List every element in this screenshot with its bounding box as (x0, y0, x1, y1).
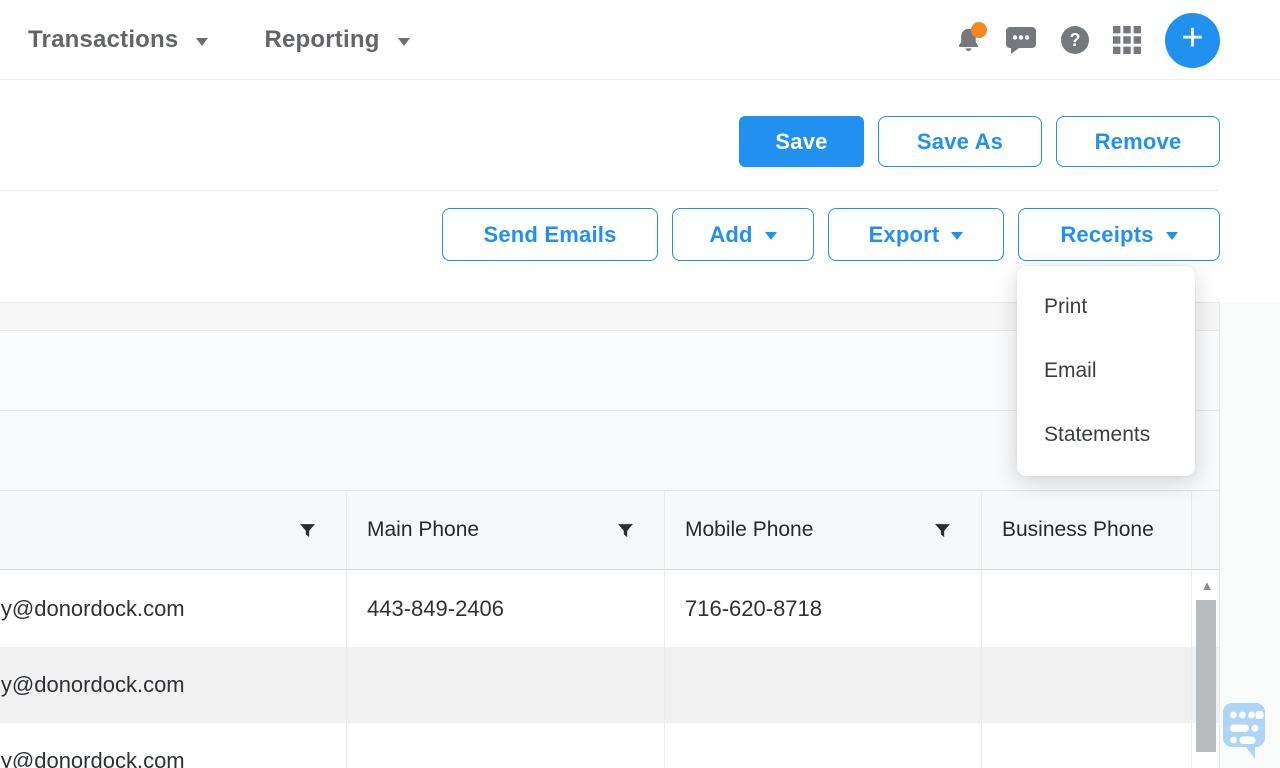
cell-business-phone (982, 647, 1192, 723)
add-button[interactable]: Add (672, 208, 814, 261)
menu-item-email[interactable]: Email (1044, 359, 1097, 382)
column-header-business-phone[interactable]: Business Phone (982, 491, 1192, 569)
receipts-button-label: Receipts (1060, 221, 1154, 247)
table-row[interactable]: ly@donordock.com 443-849-2406 716-620-87… (0, 571, 1219, 647)
grid-filter-panel (0, 411, 1219, 490)
grid-toolbar-strip (0, 302, 1219, 331)
chat-bubble-icon (1006, 27, 1036, 54)
cell-email: ly@donordock.com (0, 723, 347, 768)
create-new-button[interactable]: + (1165, 12, 1220, 68)
receipts-button[interactable]: Receipts (1018, 208, 1220, 261)
save-button-label: Save (775, 128, 828, 154)
help-button[interactable]: ? (1061, 26, 1089, 54)
apps-button[interactable] (1113, 26, 1141, 54)
column-header-main-phone-label: Main Phone (367, 518, 480, 541)
chevron-down-icon (196, 37, 209, 46)
column-header-email[interactable] (0, 491, 347, 569)
column-header-main-phone[interactable]: Main Phone (347, 491, 665, 569)
menu-item-print[interactable]: Print (1044, 295, 1088, 318)
column-header-business-phone-label: Business Phone (1002, 518, 1154, 541)
grid-group-panel (0, 331, 1219, 411)
scrollbar-up-arrow[interactable]: ▲ (1200, 578, 1214, 593)
top-nav: Transactions Reporting (0, 0, 1280, 80)
save-as-button-label: Save As (916, 128, 1004, 154)
table-right-border (1219, 302, 1220, 768)
funnel-icon[interactable] (299, 522, 316, 539)
cell-main-phone: 443-849-2406 (347, 571, 665, 647)
chevron-down-icon (397, 37, 410, 46)
cell-business-phone (982, 571, 1192, 647)
send-emails-button-label: Send Emails (483, 221, 617, 247)
nav-menus: Transactions Reporting (28, 0, 410, 80)
cell-mobile-phone (665, 647, 982, 723)
export-button[interactable]: Export (828, 208, 1004, 261)
nav-menu-reporting-label: Reporting (264, 26, 380, 53)
chat-widget-icon (1223, 703, 1265, 759)
save-button[interactable]: Save (739, 116, 864, 167)
cell-mobile-phone: 716-620-8718 (665, 571, 982, 647)
table-row[interactable]: ly@donordock.com (0, 723, 1219, 768)
section-divider (0, 190, 1219, 191)
receipts-dropdown-menu: Print Email Statements (1017, 266, 1195, 476)
chevron-down-icon (764, 232, 777, 240)
page-right-margin (1220, 302, 1280, 768)
add-button-label: Add (709, 221, 753, 247)
nav-menu-reporting[interactable]: Reporting (264, 26, 410, 54)
chat-widget-button[interactable] (1221, 701, 1267, 766)
plus-icon: + (1165, 12, 1220, 68)
cell-mobile-phone (665, 723, 982, 768)
question-mark-icon: ? (1061, 26, 1089, 54)
remove-button[interactable]: Remove (1056, 116, 1220, 167)
nav-icons: ? + (956, 0, 1220, 80)
menu-item-statements[interactable]: Statements (1044, 423, 1151, 446)
cell-main-phone (347, 723, 665, 768)
cell-email: ly@donordock.com (0, 647, 347, 723)
funnel-icon[interactable] (934, 522, 951, 539)
funnel-icon[interactable] (617, 522, 634, 539)
send-emails-button[interactable]: Send Emails (442, 208, 658, 261)
save-as-button[interactable]: Save As (878, 116, 1042, 167)
cell-email: ly@donordock.com (0, 571, 347, 647)
nav-menu-transactions[interactable]: Transactions (28, 26, 209, 54)
export-button-label: Export (868, 221, 940, 247)
grid-dots-icon (1113, 26, 1141, 54)
chevron-down-icon (951, 232, 964, 240)
table-body: ly@donordock.com 443-849-2406 716-620-87… (0, 571, 1219, 768)
table-row[interactable]: ly@donordock.com (0, 647, 1219, 723)
column-header-scrollbar-spacer (1192, 491, 1219, 569)
cell-main-phone (347, 647, 665, 723)
notifications-button[interactable] (956, 21, 987, 54)
column-header-mobile-phone-label: Mobile Phone (685, 518, 814, 541)
scrollbar-thumb[interactable] (1196, 600, 1216, 752)
notification-dot (971, 21, 987, 38)
column-header-mobile-phone[interactable]: Mobile Phone (665, 491, 982, 569)
messages-button[interactable] (1005, 26, 1037, 54)
table-header-row: Main Phone Mobile Phone Business Phone (0, 490, 1219, 570)
chevron-down-icon (1165, 232, 1178, 240)
nav-menu-transactions-label: Transactions (28, 26, 179, 53)
cell-business-phone (982, 723, 1192, 768)
remove-button-label: Remove (1094, 128, 1182, 154)
